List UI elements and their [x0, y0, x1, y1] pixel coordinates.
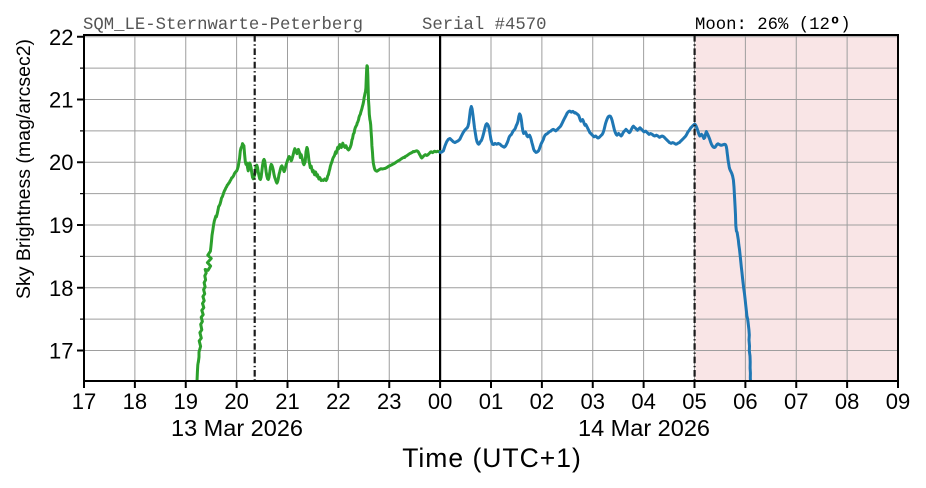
svg-text:14 Mar 2026: 14 Mar 2026	[578, 415, 710, 441]
svg-text:17: 17	[49, 339, 73, 364]
svg-text:21: 21	[275, 389, 299, 414]
svg-text:Sky Brightness (mag/arcsec2): Sky Brightness (mag/arcsec2)	[13, 39, 35, 299]
svg-text:04: 04	[631, 389, 655, 414]
svg-text:07: 07	[784, 389, 808, 414]
svg-text:01: 01	[479, 389, 503, 414]
svg-text:17: 17	[72, 389, 96, 414]
svg-text:09: 09	[886, 389, 910, 414]
svg-text:19: 19	[174, 389, 198, 414]
svg-text:18: 18	[123, 389, 147, 414]
svg-text:19: 19	[49, 213, 73, 238]
svg-text:08: 08	[835, 389, 859, 414]
svg-text:Time (UTC+1): Time (UTC+1)	[402, 443, 582, 473]
svg-text:21: 21	[49, 88, 73, 113]
svg-text:20: 20	[49, 150, 73, 175]
svg-text:00: 00	[428, 389, 452, 414]
svg-text:Moon: 26% (12º): Moon: 26% (12º)	[695, 16, 851, 35]
svg-text:13 Mar 2026: 13 Mar 2026	[171, 415, 303, 441]
svg-text:Serial #4570: Serial #4570	[422, 16, 546, 35]
svg-text:22: 22	[49, 25, 73, 50]
svg-text:SQM_LE-Sternwarte-Peterberg: SQM_LE-Sternwarte-Peterberg	[83, 16, 363, 35]
svg-text:23: 23	[377, 389, 401, 414]
svg-text:02: 02	[530, 389, 554, 414]
svg-text:05: 05	[682, 389, 706, 414]
svg-text:20: 20	[224, 389, 248, 414]
svg-text:18: 18	[49, 276, 73, 301]
svg-text:03: 03	[581, 389, 605, 414]
svg-text:06: 06	[733, 389, 757, 414]
svg-text:22: 22	[326, 389, 350, 414]
